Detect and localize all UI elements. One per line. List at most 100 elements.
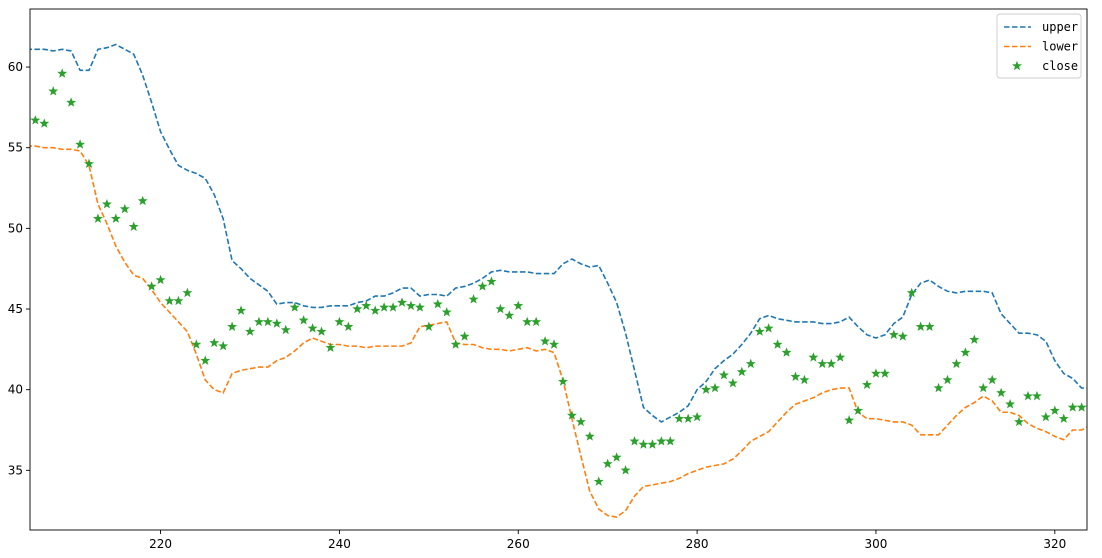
x-tick-label: 260: [507, 537, 530, 551]
data-point-close: [844, 415, 855, 425]
data-point-close: [137, 195, 148, 206]
data-point-close: [566, 410, 577, 420]
data-point-close: [325, 342, 336, 352]
data-point-close: [227, 321, 238, 331]
data-point-close: [504, 310, 515, 320]
data-point-close: [1014, 416, 1024, 427]
data-point-close: [388, 302, 399, 312]
data-point-close: [906, 287, 917, 298]
data-point-close: [316, 326, 327, 336]
data-point-close: [379, 302, 390, 312]
y-tick-label: 45: [8, 302, 23, 316]
data-point-close: [549, 339, 559, 349]
data-point-close: [969, 334, 980, 344]
data-point-close: [745, 358, 756, 369]
data-point-close: [370, 305, 381, 315]
data-point-close: [468, 294, 479, 304]
y-tick-label: 55: [8, 141, 23, 155]
data-point-close: [808, 352, 819, 362]
x-tick-label: 280: [686, 537, 709, 551]
data-point-close: [450, 339, 461, 349]
data-point-close: [602, 458, 613, 469]
data-point-close: [173, 295, 184, 306]
data-point-close: [414, 302, 425, 312]
data-point-close: [629, 436, 640, 446]
data-point-close: [200, 355, 211, 365]
data-point-close: [298, 315, 309, 325]
data-point-close: [218, 340, 229, 351]
data-point-close: [692, 411, 703, 422]
data-point-close: [871, 368, 881, 378]
legend-label-upper: upper: [1042, 20, 1078, 34]
axes: 220 240 260 280 300 320 35 40 45 50 55 60: [8, 8, 1088, 551]
data-point-close: [486, 276, 497, 286]
data-point-close: [513, 300, 524, 310]
data-point-close: [611, 452, 622, 462]
data-point-close: [638, 439, 649, 449]
data-point-close: [236, 305, 246, 315]
data-point-close: [665, 436, 676, 446]
data-point-close: [209, 337, 220, 348]
data-point-close: [397, 297, 407, 307]
data-point-close: [75, 139, 86, 149]
data-point-close: [718, 369, 729, 380]
data-point-close: [1031, 390, 1042, 401]
data-point-close: [897, 331, 908, 341]
data-point-close: [477, 281, 488, 291]
data-point-close: [1058, 413, 1069, 423]
data-point-close: [772, 339, 783, 349]
data-point-close: [736, 366, 747, 377]
data-point-close: [182, 287, 193, 298]
legend-label-lower: lower: [1042, 40, 1078, 54]
data-point-close: [110, 213, 121, 223]
data-point-close: [584, 431, 595, 441]
data-point-close: [575, 416, 586, 427]
data-point-close: [84, 158, 94, 169]
data-point-close: [48, 86, 59, 96]
y-tick-label: 60: [8, 60, 23, 74]
legend-box: [996, 13, 1082, 79]
data-point-close: [978, 382, 989, 393]
data-point-close: [66, 97, 77, 107]
data-point-close: [280, 324, 291, 335]
data-point-close: [253, 316, 264, 327]
data-point-close: [790, 371, 801, 381]
data-point-close: [423, 321, 434, 331]
data-point-close: [987, 374, 998, 385]
data-point-close: [119, 203, 130, 214]
plot-area: [30, 43, 1087, 518]
data-point-close: [191, 339, 202, 349]
data-point-close: [763, 323, 774, 333]
data-point-close: [39, 118, 50, 128]
data-point-close: [888, 329, 899, 340]
data-point-close: [1023, 390, 1033, 401]
data-point-close: [1076, 402, 1087, 412]
data-point-close: [1005, 398, 1016, 409]
x-tick-label: 300: [865, 537, 888, 551]
series-line-lower: [30, 145, 1087, 518]
data-point-close: [459, 331, 470, 341]
data-point-close: [933, 382, 944, 393]
data-point-close: [674, 413, 685, 423]
y-tick-label: 35: [8, 463, 23, 477]
data-point-close: [432, 298, 443, 309]
data-point-close: [531, 316, 542, 327]
data-point-close: [799, 374, 810, 385]
data-point-close: [406, 300, 416, 310]
x-tick-label: 320: [1043, 537, 1066, 551]
data-point-close: [1040, 411, 1051, 422]
data-point-close: [647, 439, 658, 449]
data-point-close: [826, 358, 837, 369]
data-point-close: [1049, 405, 1060, 415]
legend-label-close: close: [1042, 59, 1078, 73]
data-point-close: [862, 379, 872, 390]
data-point-close: [334, 316, 345, 327]
data-point-close: [942, 374, 953, 385]
data-point-close: [924, 321, 935, 331]
data-point-close: [361, 300, 372, 310]
data-point-close: [620, 465, 631, 475]
data-point-close: [817, 358, 828, 369]
data-point-close: [495, 303, 506, 314]
data-point-close: [522, 316, 533, 327]
